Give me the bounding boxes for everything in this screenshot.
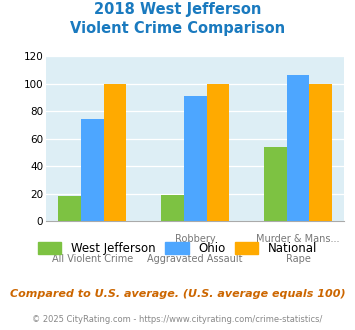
Bar <box>310 83 332 221</box>
Text: Violent Crime Comparison: Violent Crime Comparison <box>70 21 285 36</box>
Bar <box>161 195 184 221</box>
Bar <box>264 147 287 221</box>
Text: Rape: Rape <box>286 254 311 264</box>
Bar <box>59 196 81 221</box>
Bar <box>81 119 104 221</box>
Text: 2018 West Jefferson: 2018 West Jefferson <box>94 2 261 16</box>
Bar <box>104 83 126 221</box>
Text: Aggravated Assault: Aggravated Assault <box>147 254 243 264</box>
Legend: West Jefferson, Ohio, National: West Jefferson, Ohio, National <box>33 237 322 260</box>
Bar <box>287 75 310 221</box>
Text: All Violent Crime: All Violent Crime <box>52 254 133 264</box>
Bar <box>207 83 229 221</box>
Text: Robbery: Robbery <box>175 234 215 244</box>
Text: Compared to U.S. average. (U.S. average equals 100): Compared to U.S. average. (U.S. average … <box>10 289 345 299</box>
Text: © 2025 CityRating.com - https://www.cityrating.com/crime-statistics/: © 2025 CityRating.com - https://www.city… <box>32 315 323 324</box>
Bar <box>184 96 207 221</box>
Text: Murder & Mans...: Murder & Mans... <box>256 234 340 244</box>
